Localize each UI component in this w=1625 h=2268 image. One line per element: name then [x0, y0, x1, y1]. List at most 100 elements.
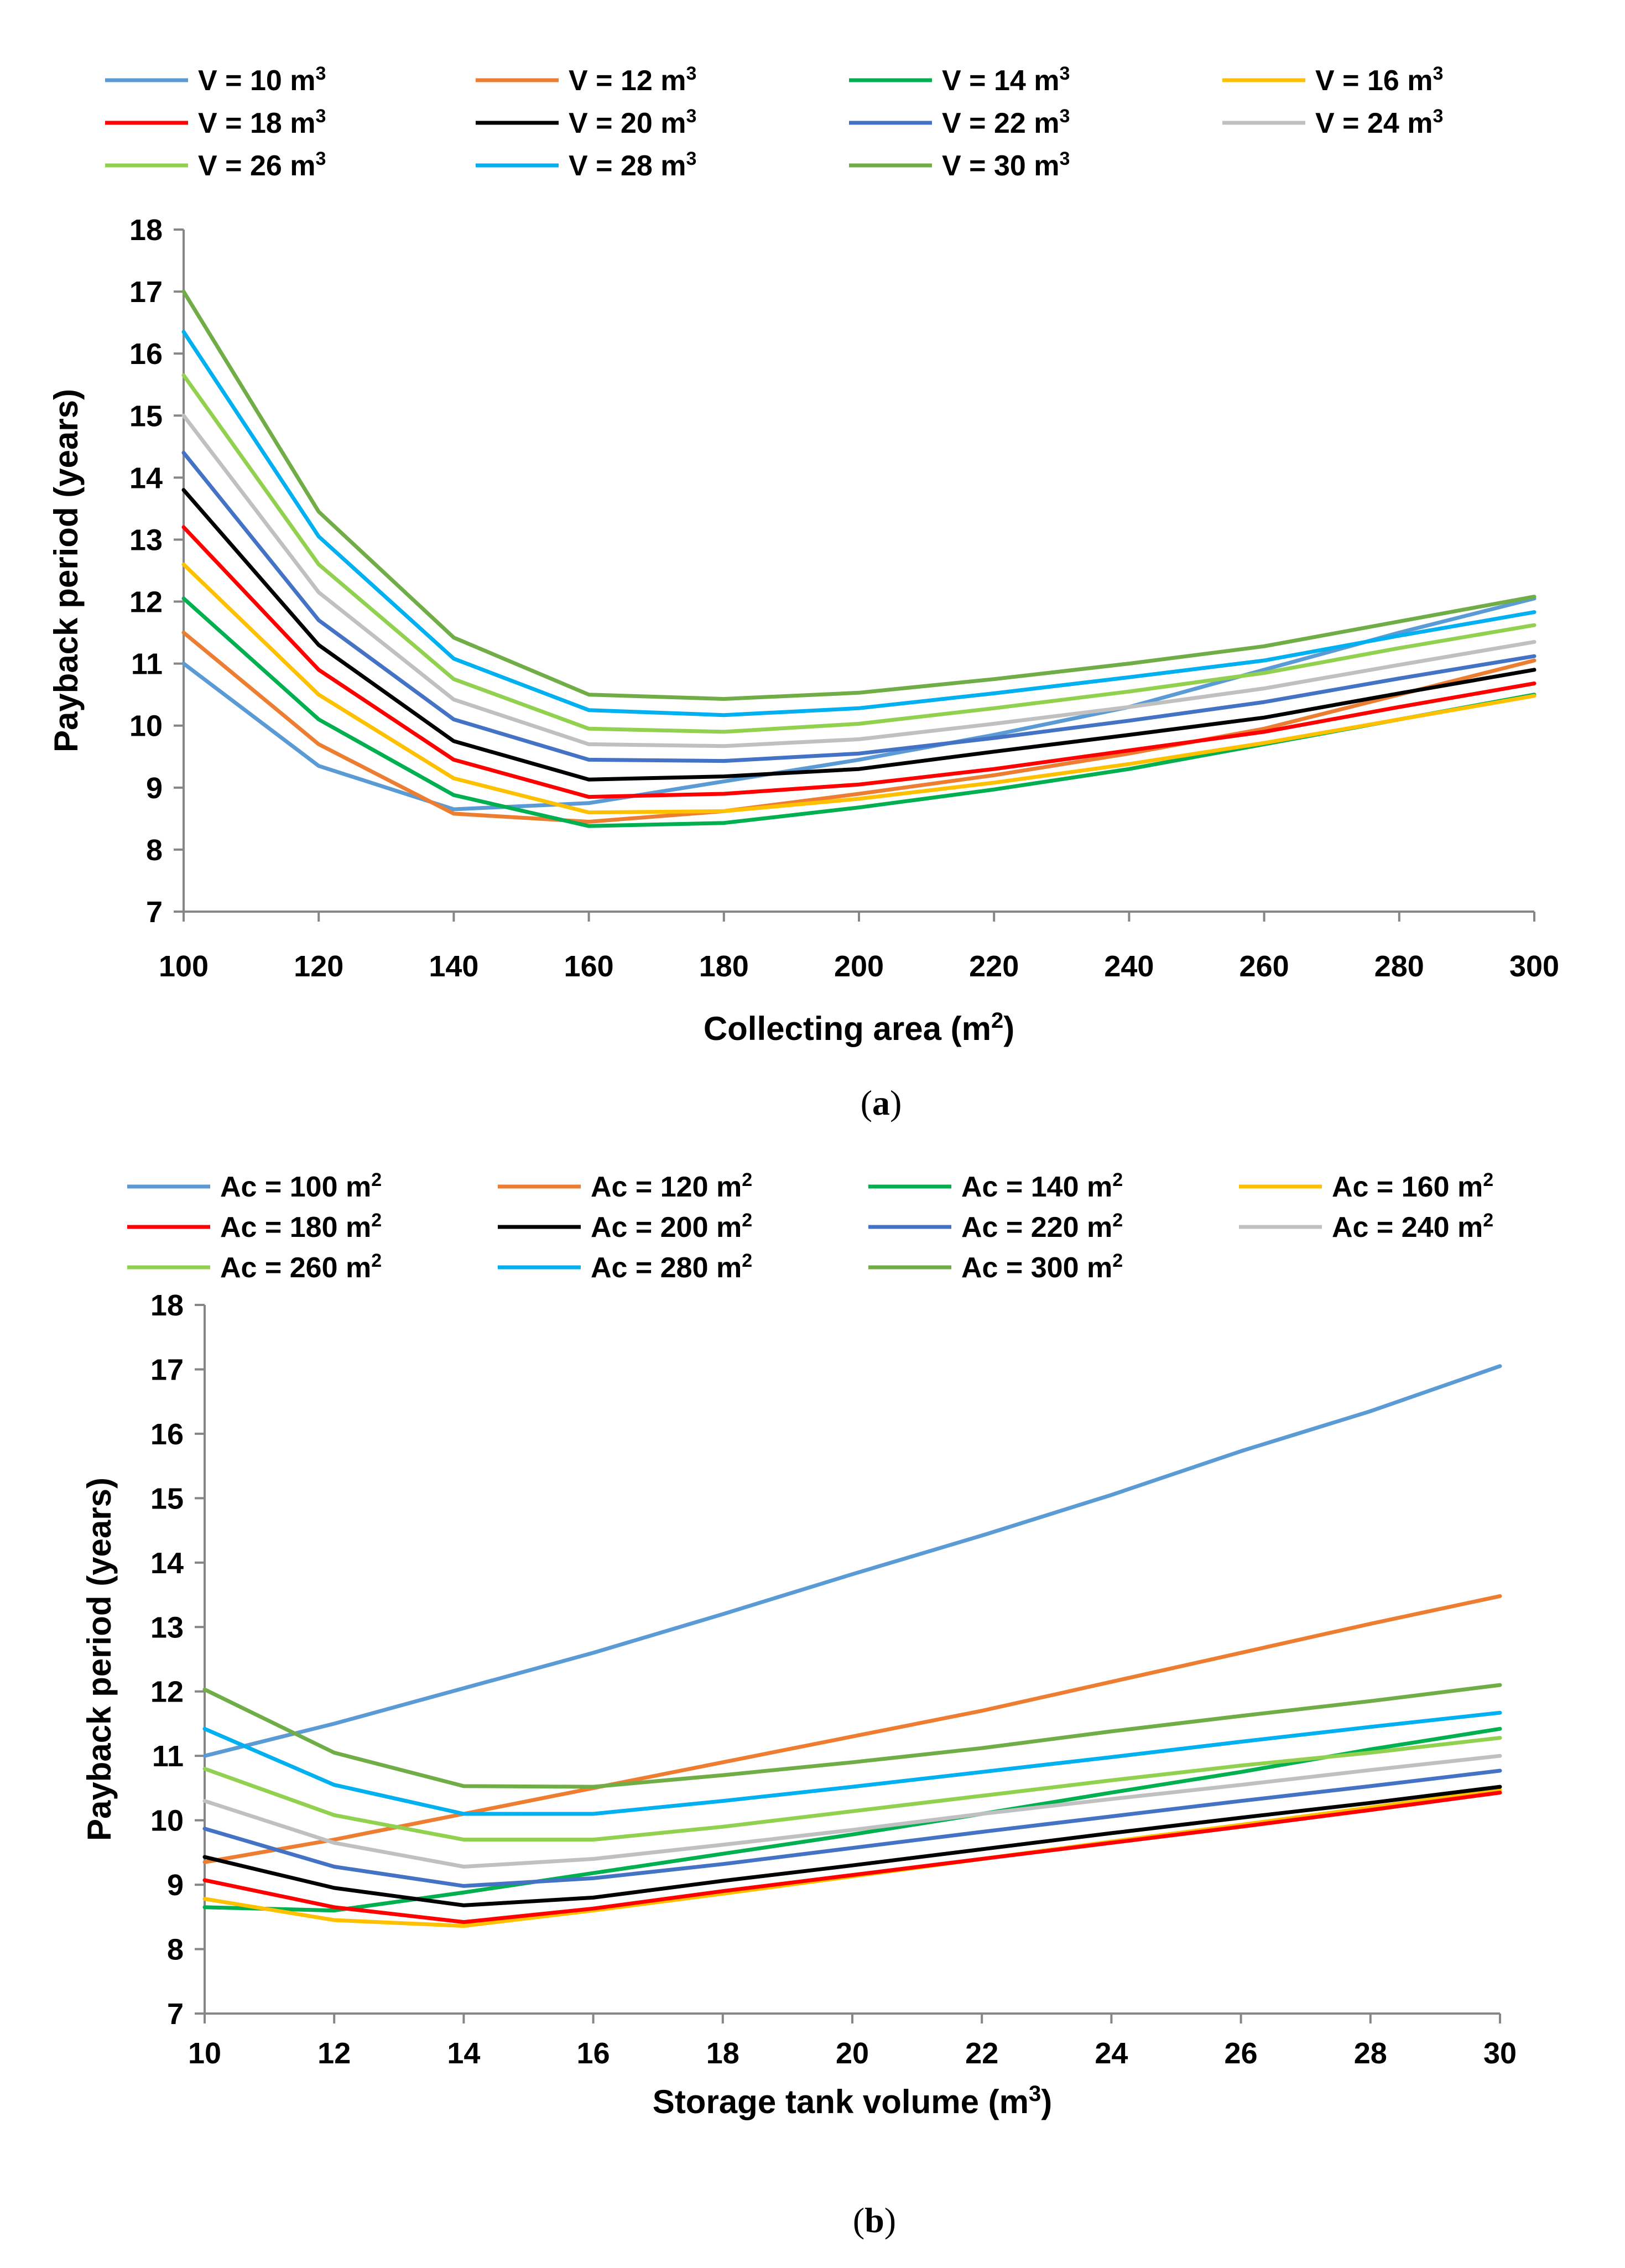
chart-b-x-tick-label: 16 [577, 2037, 610, 2070]
chart-b-legend-item: Ac = 180 m2 [127, 1210, 382, 1244]
chart-a-legend-label: V = 16 m3 [1315, 63, 1443, 97]
chart-a-series-line [181, 596, 1537, 812]
chart-a-y-tick-label: 13 [129, 523, 163, 556]
chart-a-x-axis-title: Collecting area (m2) [704, 1008, 1014, 1047]
chart-b-x-tick-label: 30 [1483, 2037, 1517, 2070]
chart-b: Ac = 100 m2 Ac = 120 m2 Ac = 140 m2 Ac = 16… [81, 1169, 1517, 2240]
chart-a-legend-item: V = 30 m3 [849, 148, 1070, 182]
chart-b-legend-label: Ac = 220 m2 [961, 1210, 1123, 1244]
chart-b-series-line [202, 1710, 1502, 1816]
chart-b-legend-label: Ac = 200 m2 [591, 1210, 752, 1244]
chart-b-y-tick-label: 17 [150, 1353, 184, 1386]
chart-a-legend-label: V = 22 m3 [942, 106, 1070, 139]
chart-b-legend-label: Ac = 260 m2 [220, 1250, 382, 1284]
chart-a-legend-item: V = 14 m3 [849, 63, 1070, 97]
chart-a-series-line [181, 413, 1537, 748]
chart-a-x-tick-label: 300 [1509, 950, 1559, 983]
chart-a-legend-label: V = 28 m3 [569, 148, 696, 182]
chart-b-legend-label: Ac = 180 m2 [220, 1210, 382, 1244]
chart-b-y-tick-label: 14 [150, 1547, 184, 1580]
chart-b-x-tick-label: 22 [965, 2037, 998, 2070]
chart-a-legend-label: V = 20 m3 [569, 106, 696, 139]
chart-b-y-tick-label: 7 [167, 1997, 184, 2031]
chart-b-x-tick-label: 14 [447, 2037, 480, 2070]
chart-a-y-tick-label: 12 [129, 586, 163, 619]
chart-a-legend-label: V = 14 m3 [942, 63, 1070, 97]
chart-b-legend-label: Ac = 280 m2 [591, 1250, 752, 1284]
chart-a-x-tick-label: 160 [564, 950, 614, 983]
chart-a-series-line [181, 525, 1537, 799]
chart-a-y-tick-label: 10 [129, 710, 163, 743]
chart-a-series-line [181, 373, 1537, 734]
chart-b-series-line [202, 1791, 1502, 1924]
chart-b-legend-item: Ac = 200 m2 [498, 1210, 752, 1244]
chart-b-legend-label: Ac = 100 m2 [220, 1169, 382, 1203]
chart-a-y-tick-label: 7 [146, 896, 163, 929]
chart-b-legend-item: Ac = 260 m2 [127, 1250, 382, 1284]
chart-a-x-tick-label: 200 [834, 950, 884, 983]
chart-a-series-line [181, 488, 1537, 782]
chart-b-legend-item: Ac = 240 m2 [1239, 1210, 1493, 1244]
chart-a-legend-label: V = 26 m3 [198, 148, 326, 182]
chart-a-legend-label: V = 10 m3 [198, 63, 326, 97]
chart-a-legend-label: V = 12 m3 [569, 63, 696, 97]
chart-b-series [202, 1364, 1502, 1928]
chart-b-y-tick-label: 12 [150, 1676, 184, 1709]
chart-a-legend-item: V = 24 m3 [1222, 106, 1443, 139]
chart-b-legend-label: Ac = 240 m2 [1332, 1210, 1493, 1244]
chart-b-series-line [202, 1785, 1502, 1907]
chart-a-x-tick-label: 220 [969, 950, 1019, 983]
chart-b-y-tick-label: 18 [150, 1289, 184, 1322]
chart-a-series [181, 289, 1537, 828]
chart-a-series-line [181, 631, 1537, 824]
chart-b-series-line [202, 1736, 1502, 1842]
chart-b-legend-label: Ac = 300 m2 [961, 1250, 1123, 1284]
chart-b-caption: (b) [853, 2201, 896, 2240]
chart-a-y-tick-label: 18 [129, 214, 163, 247]
chart-b-y-axis-title: Payback period (years) [81, 1478, 118, 1841]
chart-b-axes: 7 8 9 10 11 12 13 14 15 16 17 18 10 12 14 16 18 20 22 24 26 2… [150, 1289, 1517, 2070]
chart-a-y-tick-label: 9 [146, 772, 163, 805]
chart-b-legend-item: Ac = 160 m2 [1239, 1169, 1493, 1203]
chart-b-x-tick-label: 28 [1354, 2037, 1387, 2070]
chart-a-series-line [181, 289, 1537, 701]
chart-b-legend-item: Ac = 300 m2 [868, 1250, 1123, 1284]
chart-b-x-tick-label: 18 [706, 2037, 739, 2070]
chart-a-y-tick-label: 17 [129, 275, 163, 309]
chart-b-y-tick-label: 15 [150, 1482, 184, 1515]
chart-b-y-tick-label: 10 [150, 1804, 184, 1838]
chart-b-y-tick-label: 11 [152, 1740, 184, 1773]
chart-b-series-line [202, 1768, 1502, 1888]
chart-a-x-tick-label: 260 [1239, 950, 1289, 983]
chart-a-x-tick-label: 180 [699, 950, 749, 983]
chart-a-y-tick-label: 16 [129, 337, 163, 371]
chart-a-legend-item: V = 22 m3 [849, 106, 1070, 139]
chart-a-y-tick-label: 14 [129, 461, 163, 495]
chart-b-y-tick-label: 9 [167, 1869, 184, 1902]
chart-b-x-tick-label: 20 [836, 2037, 869, 2070]
chart-a-x-tick-label: 280 [1374, 950, 1424, 983]
chart-b-legend-item: Ac = 100 m2 [127, 1169, 382, 1203]
chart-b-series-line [202, 1594, 1502, 1864]
chart-b-y-tick-label: 16 [150, 1418, 184, 1451]
chart-a-legend-item: V = 12 m3 [476, 63, 696, 97]
chart-a-legend-item: V = 10 m3 [105, 63, 326, 97]
chart-a-legend-item: V = 28 m3 [476, 148, 696, 182]
chart-a-x-tick-label: 240 [1104, 950, 1154, 983]
chart-a-x-tick-label: 120 [294, 950, 343, 983]
chart-a-series-line [181, 330, 1537, 717]
chart-a-legend-label: V = 30 m3 [942, 148, 1070, 182]
chart-a-y-axis-title: Payback period (years) [48, 389, 85, 752]
chart-b-y-tick-label: 8 [167, 1933, 184, 1967]
chart-a-caption: (a) [861, 1083, 902, 1122]
chart-a-series-line [181, 451, 1537, 763]
chart-b-x-tick-label: 12 [317, 2037, 351, 2070]
chart-b-x-tick-label: 24 [1095, 2037, 1128, 2070]
chart-b-legend-item: Ac = 220 m2 [868, 1210, 1123, 1244]
chart-b-x-tick-label: 10 [188, 2037, 221, 2070]
chart-b-legend-item: Ac = 140 m2 [868, 1169, 1123, 1203]
chart-b-x-tick-label: 26 [1225, 2037, 1258, 2070]
chart-a: V = 10 m3 V = 12 m3 V = 14 m3 V = 16 m3 V = … [48, 63, 1559, 1122]
chart-a-y-tick-label: 11 [131, 648, 163, 681]
chart-b-legend-item: Ac = 280 m2 [498, 1250, 752, 1284]
